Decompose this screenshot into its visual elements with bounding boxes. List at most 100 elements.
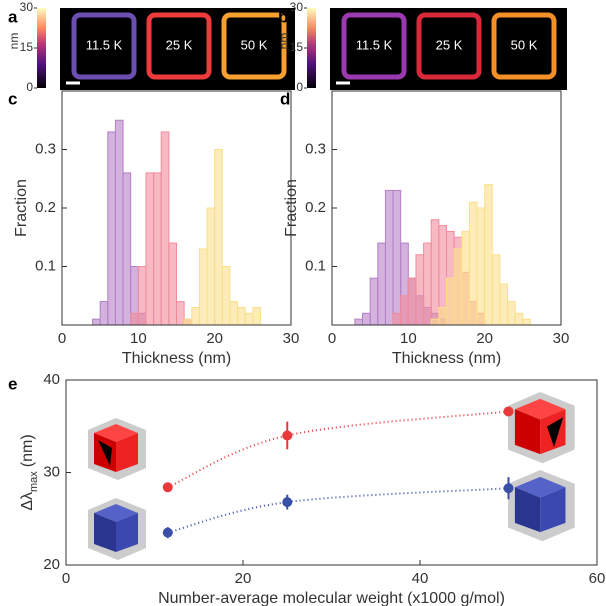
colorbar-tick-label: 0 [26, 80, 33, 94]
histogram-bar [191, 306, 200, 326]
particle-frame [146, 12, 212, 80]
histogram-bar [198, 248, 208, 326]
colorbar-tick-label: 30 [20, 0, 34, 14]
y-tick-label: 20 [43, 556, 60, 573]
image-label: 50 K [511, 37, 538, 52]
histogram-bar [514, 312, 524, 326]
histogram-bar [107, 131, 116, 326]
histogram-bar [176, 301, 185, 326]
x-tick-label: 20 [235, 570, 252, 587]
panel-label: b [278, 7, 288, 26]
data-point [162, 527, 173, 538]
x-tick-label: 20 [476, 330, 493, 347]
image-label: 25 K [436, 37, 463, 52]
histogram-bar [137, 266, 147, 326]
histogram-bar [392, 312, 402, 326]
cube-icon [88, 498, 146, 560]
histogram-bar [183, 318, 193, 326]
particle-frame [416, 12, 482, 80]
histogram-bar [384, 189, 394, 326]
histogram-bar [130, 312, 139, 326]
panel-label: c [8, 89, 17, 108]
histogram-bar [446, 277, 455, 326]
histogram-bar [430, 219, 440, 326]
y-axis-label: Δλmax (nm) [19, 434, 40, 510]
particle-frame [491, 12, 557, 80]
colorbar [307, 8, 316, 88]
y-tick-label: 0.1 [305, 257, 326, 274]
data-point [282, 430, 293, 441]
image-label: 50 K [241, 37, 268, 52]
x-tick-label: 0 [328, 330, 336, 347]
histogram-bar [438, 306, 448, 326]
x-tick-label: 10 [130, 330, 147, 347]
y-tick-label: 0.2 [35, 199, 56, 216]
histogram-bar [522, 318, 531, 326]
y-tick-label: 30 [43, 463, 60, 480]
y-axis-label: Fraction [13, 179, 30, 237]
histogram-bar [145, 172, 155, 326]
histogram-bar [244, 312, 254, 326]
y-axis-label: Fraction [283, 179, 300, 237]
x-tick-label: 30 [553, 330, 570, 347]
histogram-bar [430, 318, 440, 326]
histogram-bar [153, 172, 162, 326]
histogram-bar [423, 242, 432, 326]
data-point [503, 483, 514, 494]
histogram-bar [237, 306, 246, 326]
histogram-bar [476, 207, 486, 326]
histogram-bar [206, 207, 216, 326]
histogram-bar [252, 306, 261, 326]
histogram-bar [453, 248, 463, 326]
y-tick-label: 0.3 [35, 140, 56, 157]
data-point [503, 406, 514, 417]
histogram-bar [484, 184, 493, 326]
image-label: 25 K [166, 37, 193, 52]
histogram-bar [407, 277, 417, 326]
histogram-bar [122, 172, 132, 326]
panel-label: e [8, 374, 17, 393]
histogram-bar [468, 201, 478, 326]
histogram-bar [400, 295, 409, 326]
histogram-bar [99, 301, 109, 326]
panel-label: d [280, 89, 290, 108]
y-tick-label: 0.2 [305, 199, 326, 216]
fit-curve [167, 487, 509, 534]
histogram-bar [229, 301, 239, 326]
cube-icon [88, 418, 146, 480]
histogram-bar [499, 283, 509, 326]
colorbar-tick-label: 15 [20, 40, 34, 54]
fit-curve [167, 410, 509, 489]
plot-frame [331, 90, 562, 326]
plot-frame [65, 379, 598, 566]
histogram-bar [392, 189, 402, 326]
histogram-bar [221, 266, 231, 326]
plot-frame [61, 90, 292, 326]
image-label: 11.5 K [86, 37, 123, 52]
x-tick-label: 10 [400, 330, 417, 347]
histogram-bar [491, 254, 501, 326]
particle-frame [341, 12, 407, 80]
particle-frame [221, 12, 287, 80]
histogram-bar [160, 131, 170, 326]
x-tick-label: 0 [62, 570, 70, 587]
colorbar-label: nm [277, 33, 291, 50]
x-axis-label: Thickness (nm) [392, 350, 501, 367]
histogram-bar [92, 318, 101, 326]
histogram-bar [369, 277, 379, 326]
y-axis-label-part: (nm) [19, 434, 36, 467]
histogram-bar [168, 242, 178, 326]
y-tick-label: 0.1 [35, 257, 56, 274]
y-tick-label: 40 [43, 371, 60, 388]
histogram-bar [114, 119, 124, 326]
x-tick-label: 30 [283, 330, 300, 347]
y-axis-label-part: Δλ [19, 492, 36, 511]
histogram-bar [415, 254, 425, 326]
data-point [282, 497, 293, 508]
x-tick-label: 20 [206, 330, 223, 347]
colorbar-label: nm [7, 33, 21, 50]
particle-frame [71, 12, 137, 80]
histogram-bar [354, 318, 364, 326]
x-tick-label: 60 [589, 570, 606, 587]
